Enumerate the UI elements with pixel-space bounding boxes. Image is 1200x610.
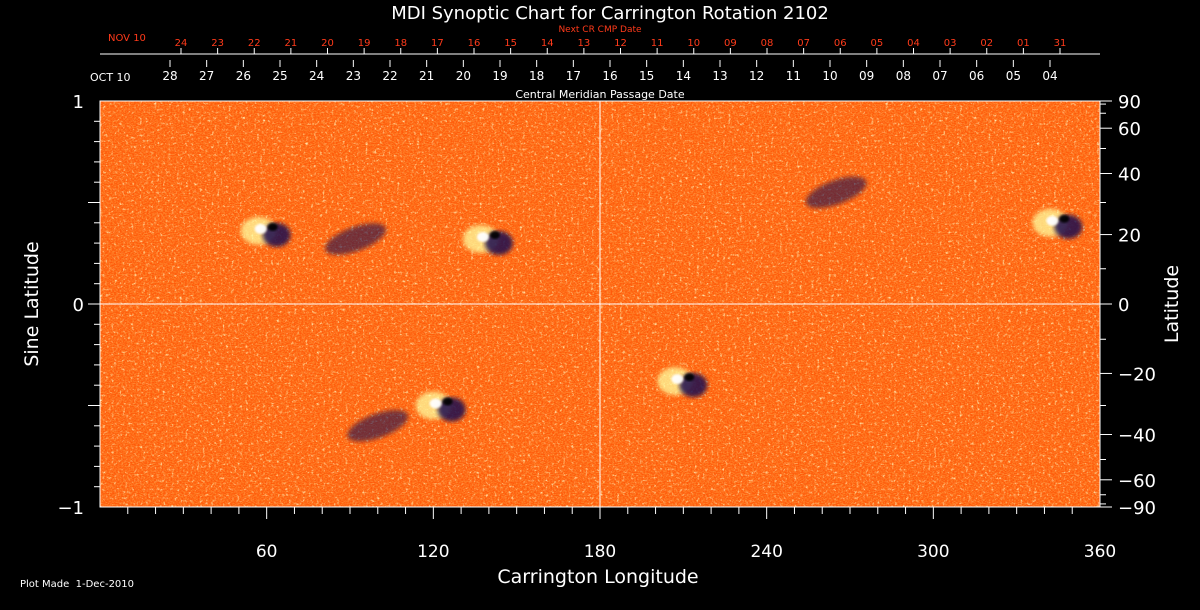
- next-cmp-date: 31: [1054, 38, 1067, 49]
- cmp-date: 08: [896, 69, 911, 83]
- next-cmp-date: 08: [761, 38, 774, 49]
- next-cmp-dates: 24 23 22 21 20 19 18 17 16 15 14 13 12 11 10 09 08 07 06 05…: [175, 38, 1067, 54]
- next-cmp-date: 01: [1017, 38, 1030, 49]
- positive-flux-core: [254, 223, 267, 234]
- cmp-date: 13: [712, 69, 727, 83]
- cmp-date: 07: [932, 69, 947, 83]
- negative-flux-core: [1059, 214, 1070, 223]
- y-right-tick-label: −90: [1118, 498, 1156, 519]
- next-cmp-date: 11: [651, 38, 664, 49]
- active-regions: [240, 176, 1083, 442]
- positive-flux-core: [476, 232, 489, 243]
- negative-flux-region: [805, 176, 867, 209]
- positive-flux-core: [429, 398, 442, 409]
- cmp-date: 24: [309, 69, 324, 83]
- cmp-date: 15: [639, 69, 654, 83]
- next-cmp-date: 19: [358, 38, 371, 49]
- negative-flux-core: [267, 222, 278, 231]
- next-cmp-date: 07: [797, 38, 810, 49]
- next-cmp-date: 17: [431, 38, 444, 49]
- cmp-date: 10: [822, 69, 837, 83]
- next-cmp-date: 21: [285, 38, 298, 49]
- next-cmp-date: 09: [724, 38, 737, 49]
- y-right-title: Latitude: [1161, 265, 1183, 343]
- next-cmp-label: Next CR CMP Date: [558, 25, 642, 35]
- cmp-date: 17: [566, 69, 581, 83]
- cmp-date: 12: [749, 69, 764, 83]
- next-cmp-date: 14: [541, 38, 554, 49]
- cmp-date: 04: [1042, 69, 1057, 83]
- chart-title: MDI Synoptic Chart for Carrington Rotati…: [391, 3, 829, 24]
- y-left-tick-label: 0: [73, 295, 84, 316]
- next-cmp-date: 05: [871, 38, 884, 49]
- cmp-date: 09: [859, 69, 874, 83]
- cmp-date: 20: [456, 69, 471, 83]
- next-cmp-date: 13: [578, 38, 591, 49]
- y-axis-right: 90 60 40 20 0 −20 −40 −60 −90: [1100, 92, 1156, 519]
- x-tick-label: 120: [417, 542, 449, 562]
- next-cmp-date: 04: [907, 38, 920, 49]
- next-cmp-start: NOV 10: [108, 33, 146, 44]
- y-left-tick-label: 1: [73, 92, 84, 113]
- cmp-dates: 28 27 26 25 24 23 22 21 20 19 18 17 16 15 14 13 12 11 10 09…: [162, 60, 1058, 83]
- x-tick-label: 180: [584, 542, 616, 562]
- cmp-date: 16: [602, 69, 617, 83]
- positive-flux-core: [1046, 215, 1059, 226]
- next-cmp-date: 06: [834, 38, 847, 49]
- plot-made-note: Plot Made 1-Dec-2010: [20, 579, 135, 590]
- y-right-tick-label: 40: [1118, 165, 1141, 186]
- cmp-date: 23: [346, 69, 361, 83]
- y-left-tick-label: −1: [57, 498, 84, 519]
- y-right-tick-label: −20: [1118, 364, 1156, 385]
- next-cmp-date: 18: [394, 38, 407, 49]
- cmp-date: 26: [236, 69, 251, 83]
- next-cmp-date: 15: [504, 38, 517, 49]
- cmp-start: OCT 10: [90, 71, 131, 84]
- next-cmp-date: 16: [468, 38, 481, 49]
- cmp-axis-label: Central Meridian Passage Date: [515, 88, 684, 101]
- next-cmp-date: 03: [944, 38, 957, 49]
- cmp-date: 05: [1006, 69, 1021, 83]
- y-right-tick-label: 60: [1118, 119, 1141, 140]
- x-tick-label: 300: [917, 542, 949, 562]
- cmp-date: 28: [162, 69, 177, 83]
- y-right-tick-label: 20: [1118, 226, 1141, 247]
- cmp-date: 22: [382, 69, 397, 83]
- next-cmp-date: 02: [980, 38, 993, 49]
- y-right-tick-label: 0: [1118, 295, 1129, 316]
- cmp-date: 11: [786, 69, 801, 83]
- x-axis-title: Carrington Longitude: [497, 566, 698, 588]
- next-cmp-date: 10: [687, 38, 700, 49]
- y-right-tick-label: 90: [1118, 92, 1141, 113]
- cmp-date: 14: [676, 69, 691, 83]
- next-cmp-date: 24: [175, 38, 188, 49]
- negative-flux-core: [684, 373, 695, 382]
- x-tick-label: 60: [256, 542, 278, 562]
- negative-flux-core: [442, 397, 453, 406]
- negative-flux-core: [489, 231, 500, 240]
- negative-flux-region: [325, 223, 386, 255]
- negative-flux-region: [347, 410, 409, 442]
- y-right-tick-label: −40: [1118, 425, 1156, 446]
- next-cmp-date: 20: [321, 38, 334, 49]
- cmp-date: 21: [419, 69, 434, 83]
- cmp-date: 18: [529, 69, 544, 83]
- next-cmp-date: 12: [614, 38, 627, 49]
- cmp-date: 06: [969, 69, 984, 83]
- y-right-tick-label: −60: [1118, 471, 1156, 492]
- y-axis-left: 1 0 −1: [57, 92, 100, 519]
- x-axis: 60 120 180 240 300 360: [127, 507, 1116, 562]
- x-tick-label: 240: [750, 542, 782, 562]
- y-left-title: Sine Latitude: [21, 241, 43, 366]
- cmp-date: 19: [492, 69, 507, 83]
- cmp-date: 25: [272, 69, 287, 83]
- x-tick-label: 360: [1084, 542, 1116, 562]
- cmp-date: 27: [199, 69, 214, 83]
- next-cmp-date: 22: [248, 38, 261, 49]
- next-cmp-date: 23: [211, 38, 224, 49]
- positive-flux-core: [671, 374, 684, 385]
